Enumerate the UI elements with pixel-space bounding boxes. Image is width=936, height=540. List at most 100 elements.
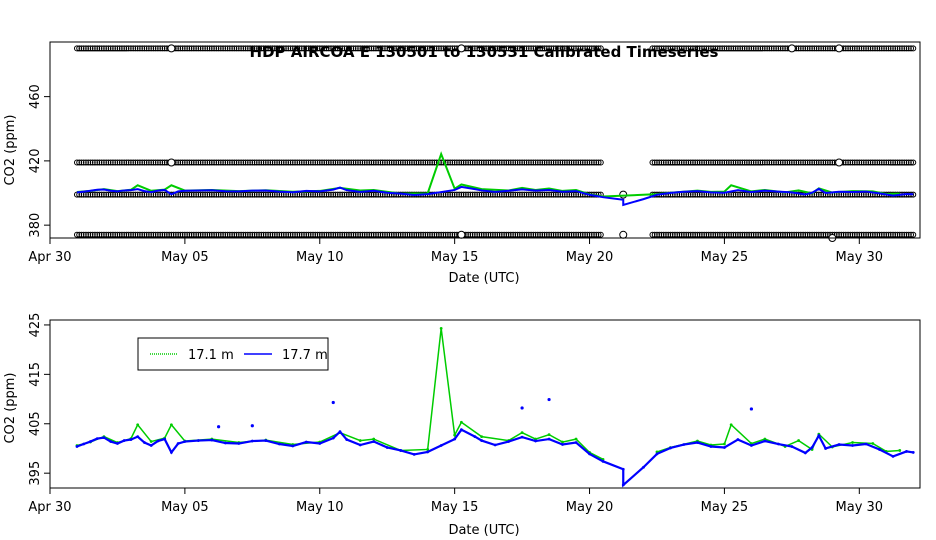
series-outlier-17-7 (520, 406, 524, 410)
top-x-tick-label: May 30 (836, 250, 884, 265)
series-point-17-7 (588, 452, 591, 456)
series-point-17-1 (136, 423, 140, 427)
bottom-marks (75, 327, 915, 488)
series-point-17-7 (183, 440, 187, 443)
series-point-17-1 (480, 435, 484, 439)
series-outlier-17-7 (749, 407, 753, 411)
series-point-17-1 (169, 423, 173, 427)
series-point-17-7 (169, 451, 173, 454)
reference-band-490 (73, 45, 917, 52)
series-point-17-7 (911, 451, 915, 454)
bottom-y-axis-label: CO2 (ppm) (3, 372, 18, 443)
series-point-17-7 (89, 440, 92, 443)
series-point-17-7 (534, 439, 537, 443)
series-point-17-7 (291, 444, 295, 448)
series-point-17-1 (547, 433, 551, 437)
series-point-17-1 (459, 420, 463, 424)
legend-label-17-1: 17.1 m (188, 348, 234, 363)
series-point-17-7 (156, 439, 160, 443)
bottom-x-axis-label: Date (UTC) (448, 523, 519, 538)
reference-band-419 (73, 159, 917, 166)
series-point-17-1 (520, 431, 524, 435)
series-point-17-7 (621, 483, 625, 487)
legend: 17.1 m 17.7 m (137, 337, 329, 371)
top-x-tick-label: Apr 30 (28, 250, 71, 265)
bottom-y-tick-label: 415 (28, 362, 43, 387)
series-point-17-7 (136, 435, 140, 439)
series-point-17-7 (851, 444, 854, 447)
series-point-17-1 (426, 448, 430, 451)
reference-open-circle (835, 44, 844, 53)
top-series-17-7 (76, 185, 914, 207)
series-point-17-7 (331, 436, 335, 440)
series-point-17-7 (493, 443, 497, 447)
series-point-17-7 (473, 435, 477, 439)
bottom-x-tick-label: May 30 (836, 500, 884, 515)
series-point-17-7 (520, 435, 524, 439)
series-point-17-7 (163, 437, 167, 441)
series-point-17-7 (696, 441, 699, 444)
series-point-17-7 (304, 440, 308, 444)
series-point-17-7 (277, 442, 281, 446)
series-point-17-7 (621, 467, 625, 471)
series-point-17-7 (439, 444, 443, 447)
series-point-17-7 (82, 442, 86, 446)
series-point-17-7 (338, 430, 342, 434)
bottom-y-tick-label: 395 (28, 461, 43, 486)
series-point-17-1 (358, 439, 362, 442)
top-x-axis-label: Date (UTC) (448, 271, 519, 286)
series-point-17-7 (547, 437, 551, 441)
top-y-axis: 380 420 460 (28, 84, 51, 238)
series-point-17-7 (250, 439, 254, 443)
series-point-17-7 (824, 447, 827, 450)
top-y-tick-label: 460 (28, 84, 43, 109)
series-point-17-7 (459, 428, 463, 432)
top-plot-frame (49, 41, 921, 239)
bottom-x-tick-label: May 25 (701, 500, 749, 515)
bottom-x-tick-label: May 10 (296, 500, 344, 515)
series-point-17-1 (729, 423, 733, 427)
series-point-17-7 (149, 444, 153, 447)
reference-band-374 (73, 231, 917, 238)
series-point-17-7 (264, 439, 268, 442)
series-point-17-7 (803, 451, 807, 455)
series-outlier-17-7 (217, 425, 221, 429)
series-point-17-1 (898, 449, 902, 452)
bottom-x-axis: Apr 30 May 05 May 10 May 15 May 20 May 25 May … (28, 487, 884, 515)
series-point-17-7 (723, 446, 726, 449)
top-y-tick-label: 380 (28, 213, 43, 238)
series-point-17-7 (345, 438, 349, 441)
series-outlier-17-7 (331, 400, 335, 405)
series-point-17-7 (372, 440, 376, 443)
bottom-x-tick-label: May 20 (566, 500, 614, 515)
bottom-x-tick-label: Apr 30 (28, 500, 71, 515)
top-x-tick-label: May 05 (161, 250, 209, 265)
series-point-17-1 (453, 433, 457, 437)
bottom-y-tick-label: 405 (28, 411, 43, 436)
series-point-17-7 (385, 446, 389, 449)
legend-box (137, 337, 329, 371)
series-point-17-7 (682, 443, 686, 446)
bottom-y-axis: 395 405 415 425 (28, 313, 51, 486)
reference-open-circle (835, 158, 844, 167)
series-point-17-7 (749, 444, 753, 447)
reference-open-circle (619, 230, 628, 239)
reference-open-circle (787, 44, 796, 53)
reference-open-circle (167, 44, 176, 53)
series-point-17-7 (75, 445, 79, 448)
series-point-17-7 (561, 443, 564, 446)
series-point-17-7 (399, 449, 403, 452)
series-point-17-7 (574, 441, 578, 444)
series-point-17-7 (426, 450, 430, 454)
series-point-17-7 (122, 439, 126, 442)
series-point-17-7 (223, 441, 227, 445)
series-point-17-1 (763, 437, 767, 441)
series-point-17-7 (837, 443, 841, 446)
bottom-y-tick-label: 425 (28, 313, 43, 338)
bottom-panel: 395 405 415 425 Apr 30 May 05 May 10 May 15 May… (3, 313, 921, 538)
bottom-x-tick-label: May 05 (161, 500, 209, 515)
series-point-17-7 (129, 438, 133, 441)
series-point-17-7 (116, 442, 119, 445)
series-point-17-1 (723, 442, 726, 446)
series-point-17-7 (878, 448, 881, 451)
